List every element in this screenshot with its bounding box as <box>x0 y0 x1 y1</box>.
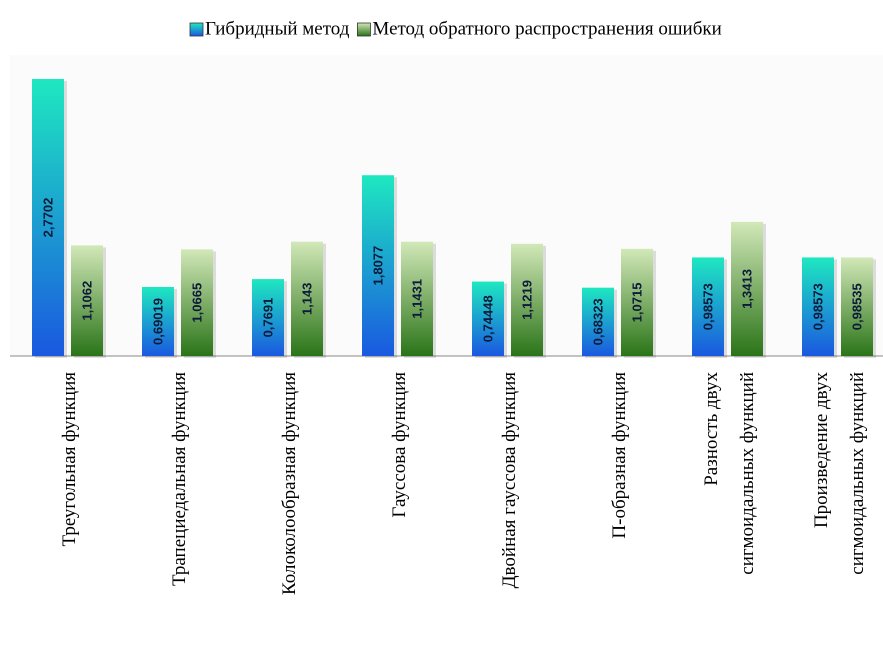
bar <box>362 175 394 356</box>
x-tick-label: Колоколообразная функция <box>279 372 300 595</box>
value-label: 1,143 <box>299 283 314 316</box>
x-tick-label: Гауссова функция <box>389 372 410 518</box>
value-label: 0,69019 <box>150 298 165 345</box>
value-label: 0,98535 <box>849 283 864 330</box>
value-label: 0,98573 <box>700 283 715 330</box>
value-label: 0,74448 <box>480 295 495 342</box>
bar <box>71 245 103 356</box>
bar <box>692 257 724 356</box>
x-tick-label: Двойная гауссова функция <box>499 372 520 589</box>
value-label: 1,8077 <box>370 246 385 286</box>
bar <box>142 286 174 356</box>
x-tick-label: П-образная функция <box>609 372 630 539</box>
legend-swatch <box>357 22 371 37</box>
value-label: 0,68323 <box>590 298 605 345</box>
bar <box>582 287 614 356</box>
bar <box>841 257 873 356</box>
x-tick-label: Разность двух сигмоидальных функций <box>701 372 758 575</box>
bar <box>181 249 213 356</box>
legend-swatch <box>189 22 204 37</box>
x-tick-label: Трапециедальная функция <box>169 372 190 587</box>
x-tick-label: Треугольная функция <box>59 372 80 547</box>
value-label: 1,0665 <box>189 283 204 323</box>
value-label: 1,0715 <box>629 283 644 323</box>
legend-label: Метод обратного распространения ошибки <box>372 18 721 39</box>
value-label: 1,1219 <box>519 280 534 320</box>
value-label: 1,1431 <box>409 279 424 319</box>
bar <box>802 257 834 356</box>
bar <box>291 241 323 356</box>
value-label: 0,7691 <box>260 298 275 338</box>
value-label: 2,7702 <box>40 198 55 238</box>
legend-label: Гибридный метод <box>205 18 350 39</box>
bar <box>621 248 653 356</box>
bar <box>32 78 64 356</box>
bar <box>401 241 433 356</box>
bar <box>731 221 763 356</box>
value-label: 1,3413 <box>739 269 754 309</box>
bar <box>511 243 543 356</box>
bar <box>472 281 504 356</box>
x-tick-label: Произведение двух сигмоидальных функций <box>811 372 868 575</box>
value-label: 0,98573 <box>810 283 825 330</box>
bar <box>252 279 284 356</box>
value-label: 1,1062 <box>79 281 94 321</box>
